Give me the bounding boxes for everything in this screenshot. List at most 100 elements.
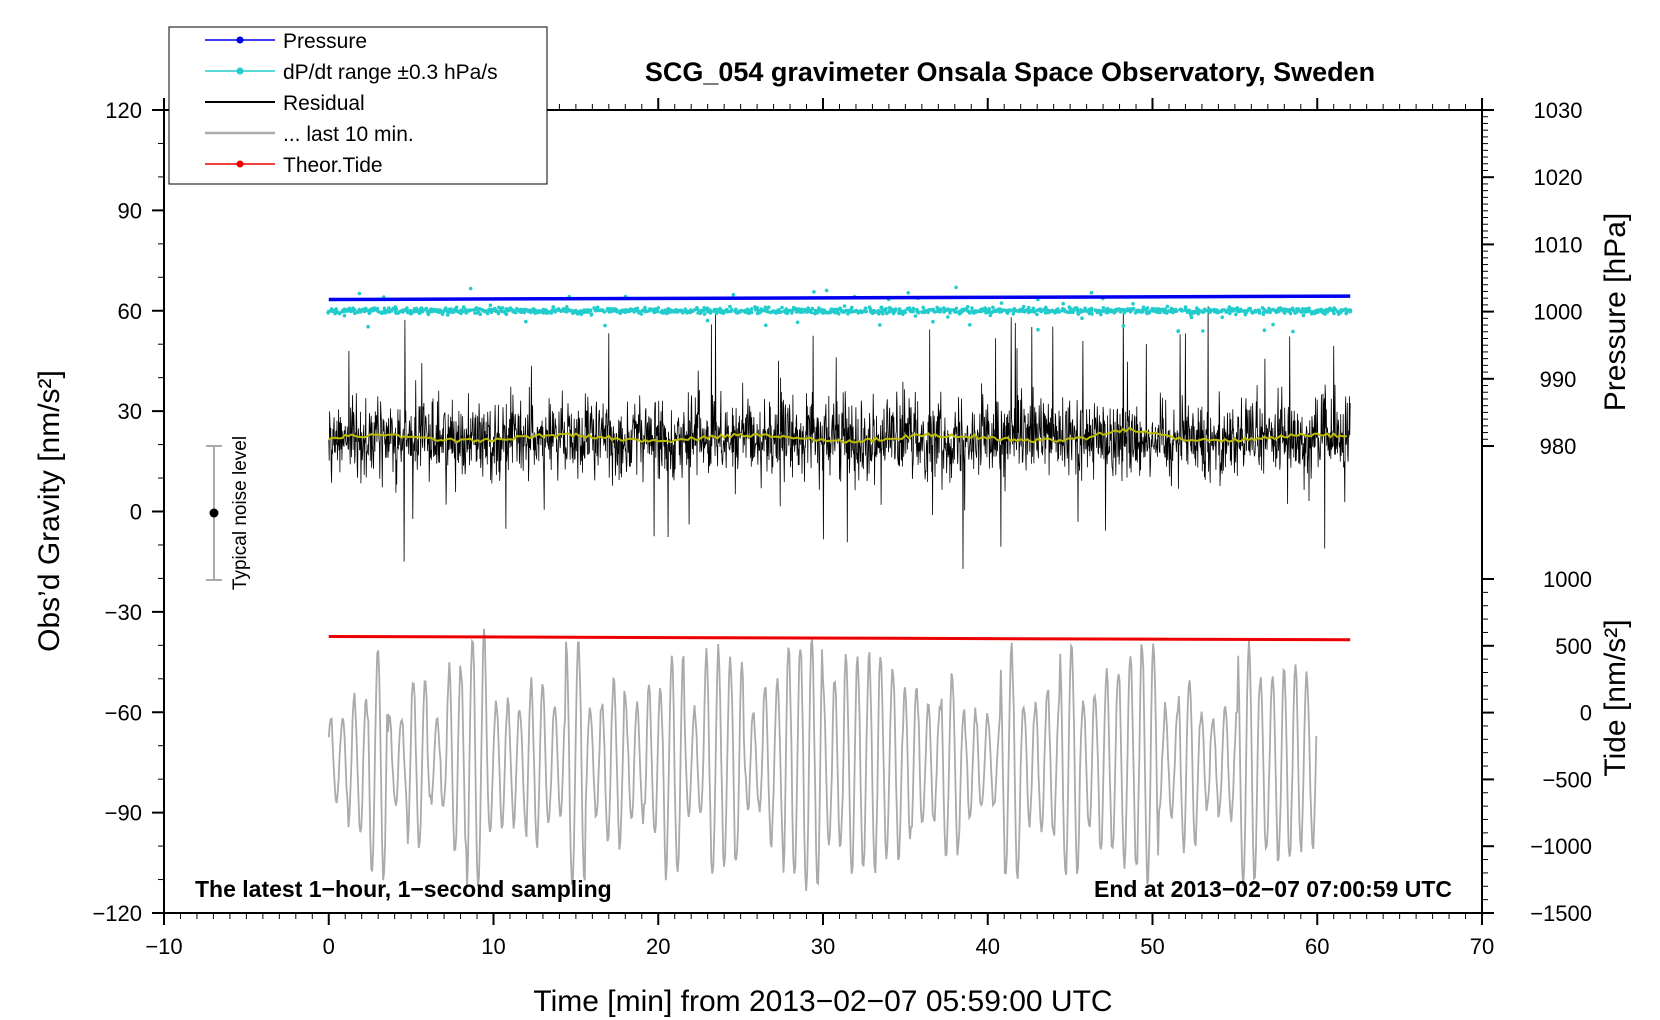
dpdt-point <box>795 320 800 325</box>
pressure-tick-label: 1010 <box>1534 232 1583 257</box>
dpdt-point <box>1075 307 1080 312</box>
dpdt-point <box>551 305 555 309</box>
dpdt-point <box>366 324 370 329</box>
dpdt-point <box>1323 312 1327 316</box>
dpdt-point <box>702 312 707 316</box>
dpdt-point <box>1265 310 1269 314</box>
legend-item-pressure: Pressure <box>205 30 367 53</box>
dpdt-point <box>692 308 697 312</box>
dpdt-point <box>1208 309 1212 314</box>
last-10-min-line <box>327 628 1318 892</box>
dpdt-point <box>954 310 958 314</box>
y-left-tick-label: 90 <box>118 198 142 223</box>
dpdt-point <box>1008 308 1013 312</box>
dpdt-point <box>1131 302 1135 306</box>
dpdt-point <box>549 311 554 315</box>
tide-tick-label: 1000 <box>1543 567 1592 592</box>
dpdt-point <box>1122 310 1126 315</box>
legend-item-residual: Residual <box>205 92 365 115</box>
dpdt-point <box>869 308 873 313</box>
dpdt-point <box>813 308 818 313</box>
dpdt-point <box>809 310 814 315</box>
x-axis-label: Time [min] from 2013−02−07 05:59:00 UTC <box>533 985 1112 1018</box>
dpdt-point <box>1319 307 1323 312</box>
y-left-tick-label: −60 <box>105 700 142 725</box>
dpdt-point <box>447 310 452 314</box>
dpdt-point <box>1301 313 1306 318</box>
dpdt-point <box>970 306 974 310</box>
dpdt-point <box>1035 312 1039 317</box>
dpdt-point <box>480 308 485 312</box>
dpdt-point <box>656 306 661 310</box>
dpdt-point <box>1004 308 1008 313</box>
dpdt-point <box>1147 310 1152 314</box>
dpdt-point <box>357 291 362 296</box>
dpdt-point <box>878 323 882 327</box>
dpdt-point <box>673 310 677 314</box>
x-tick-label: 0 <box>323 934 335 959</box>
dpdt-point <box>836 311 841 316</box>
dpdt-point <box>1247 306 1251 311</box>
dpdt-point <box>764 323 768 328</box>
dpdt-point <box>709 309 713 314</box>
dpdt-point <box>565 305 569 309</box>
annotation-end-time: End at 2013−02−07 07:00:59 UTC <box>1094 876 1452 902</box>
dpdt-point <box>860 309 864 314</box>
dpdt-point <box>873 310 877 314</box>
dpdt-point <box>389 309 394 313</box>
dpdt-point <box>445 313 450 317</box>
pressure-tick-label: 1020 <box>1534 165 1583 190</box>
dpdt-point <box>1249 310 1254 314</box>
residual-mean-line <box>328 426 1348 444</box>
dpdt-point <box>449 307 453 311</box>
residual-line <box>328 306 1351 569</box>
dpdt-point <box>954 285 958 290</box>
annotation-sampling: The latest 1−hour, 1−second sampling <box>195 876 612 902</box>
dpdt-point <box>1197 310 1202 314</box>
dpdt-point <box>1180 309 1184 313</box>
dpdt-point <box>1166 309 1170 314</box>
dpdt-point <box>1314 310 1319 315</box>
tide-tick-labels: −1500 −1000 −500 0 500 1000 <box>1530 567 1592 926</box>
x-tick-label: 30 <box>811 934 835 959</box>
y-left-tick-label: −90 <box>105 801 142 826</box>
dpdt-point <box>813 311 817 316</box>
dpdt-point <box>1325 310 1330 314</box>
dpdt-point <box>1011 311 1016 316</box>
dpdt-point <box>1089 306 1094 311</box>
dpdt-point <box>1061 301 1065 306</box>
dpdt-point <box>1027 305 1031 310</box>
tide-tick-label: 0 <box>1580 701 1592 726</box>
dpdt-point <box>1056 307 1060 311</box>
dpdt-point <box>1121 324 1126 328</box>
dpdt-point <box>513 310 518 315</box>
tide-line <box>328 634 1351 642</box>
dpdt-point <box>426 312 431 317</box>
dpdt-point <box>799 307 804 312</box>
dpdt-point <box>468 286 473 291</box>
axis-ticks <box>152 98 1494 925</box>
dpdt-point <box>1140 310 1145 314</box>
dpdt-point <box>464 311 468 315</box>
tide-tick-label: −1500 <box>1530 901 1592 926</box>
dpdt-point <box>888 306 893 311</box>
dpdt-point <box>1131 306 1136 311</box>
dpdt-point <box>1300 307 1305 311</box>
dpdt-point <box>1069 307 1073 311</box>
dpdt-point <box>850 305 854 310</box>
dpdt-point <box>1183 305 1188 309</box>
y-left-tick-label: 30 <box>118 399 142 424</box>
dpdt-point <box>1189 315 1194 320</box>
dpdt-point <box>417 311 422 316</box>
dpdt-point <box>639 312 644 316</box>
dpdt-point <box>342 313 347 318</box>
dpdt-point <box>729 307 734 312</box>
dpdt-point <box>897 309 901 314</box>
dpdt-point <box>946 315 950 319</box>
legend-item-dpdt: dP/dt range ±0.3 hPa/s <box>205 61 498 84</box>
dpdt-point <box>1271 322 1275 327</box>
dpdt-point <box>473 311 477 315</box>
dpdt-point <box>504 312 509 317</box>
legend-label-residual: Residual <box>283 92 365 115</box>
dpdt-point <box>902 309 907 313</box>
